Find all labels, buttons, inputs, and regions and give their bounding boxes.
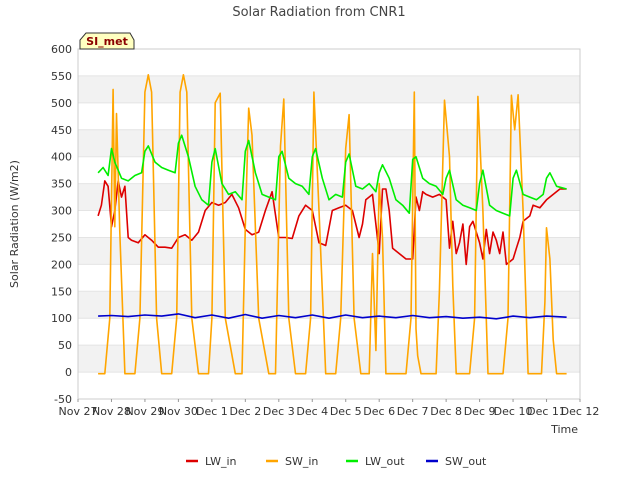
grid-bands — [78, 48, 580, 400]
grid-band — [78, 129, 580, 157]
legend-label: LW_in — [205, 455, 237, 468]
x-tick-label: Dec 6 — [363, 405, 395, 418]
x-tick-label: Dec 1 — [196, 405, 228, 418]
y-tick-label: 0 — [65, 366, 72, 379]
y-tick-label: 100 — [51, 312, 72, 325]
y-axis-label: Solar Radiation (W/m2) — [8, 160, 21, 288]
y-tick-label: 550 — [51, 70, 72, 83]
x-tick-label: Dec 5 — [330, 405, 362, 418]
series-line-sw-out — [98, 313, 567, 320]
y-tick-label: 150 — [51, 285, 72, 298]
legend-label: SW_out — [445, 455, 487, 468]
y-tick-label: 400 — [51, 151, 72, 164]
series-layer — [97, 74, 567, 375]
x-tick-label: Nov 27 — [59, 405, 98, 418]
x-tick-label: Dec 2 — [229, 405, 261, 418]
y-axis-ticks: -50 0 50 100 150 200 250 300 350 400 450 500 550 600 — [51, 43, 72, 406]
x-tick-label: Dec 4 — [296, 405, 328, 418]
y-tick-label: -50 — [54, 393, 72, 406]
station-badge: SI_met — [79, 32, 135, 50]
x-tick-label: Dec 8 — [430, 405, 462, 418]
plot-area-border — [77, 48, 581, 400]
x-tick-label: Nov 28 — [92, 405, 131, 418]
x-tick-label: Dec 12 — [561, 405, 600, 418]
y-tick-label: 50 — [58, 339, 72, 352]
y-tick-label: 350 — [51, 178, 72, 191]
x-axis-label: Time — [550, 423, 578, 436]
x-tick-label: Nov 30 — [159, 405, 198, 418]
x-tick-label: Dec 11 — [527, 405, 566, 418]
y-tick-label: 250 — [51, 231, 72, 244]
series-line-lw-in — [97, 180, 567, 266]
series-line-lw-out — [97, 134, 567, 217]
y-tick-label: 200 — [51, 258, 72, 271]
y-tick-label: 300 — [51, 205, 72, 218]
badge-label: SI_met — [86, 35, 128, 48]
x-tick-label: Dec 10 — [494, 405, 533, 418]
series-line-sw-in — [98, 74, 567, 375]
legend: LW_in SW_in LW_out SW_out — [186, 455, 487, 468]
x-tick-label: Dec 9 — [464, 405, 496, 418]
y-tick-label: 450 — [51, 124, 72, 137]
y-tick-label: 600 — [51, 43, 72, 56]
grid-band — [78, 183, 580, 211]
legend-label: LW_out — [365, 455, 405, 468]
grid-band — [78, 75, 580, 103]
grid-band — [78, 291, 580, 319]
x-tick-label: Nov 29 — [125, 405, 164, 418]
y-tick-label: 500 — [51, 97, 72, 110]
x-tick-label: Dec 3 — [263, 405, 295, 418]
badge-shape — [79, 32, 135, 50]
legend-label: SW_in — [285, 455, 318, 468]
chart-title: Solar Radiation from CNR1 — [232, 5, 405, 20]
x-tick-label: Dec 7 — [397, 405, 429, 418]
